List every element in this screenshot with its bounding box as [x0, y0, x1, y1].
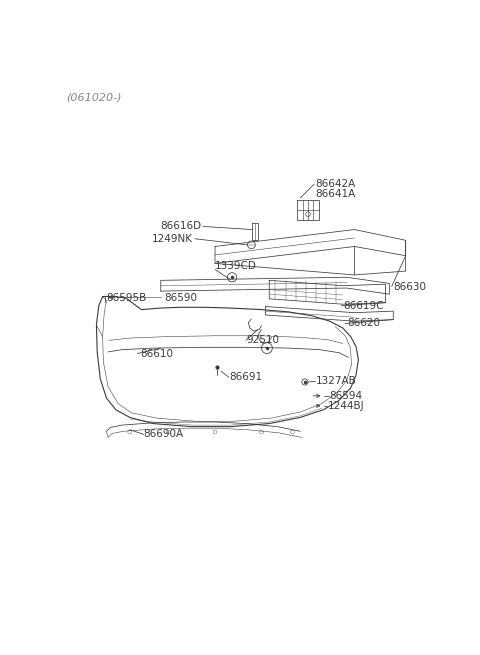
Text: 92510: 92510 [246, 335, 279, 345]
Text: 86619C: 86619C [343, 301, 384, 310]
Text: (061020-): (061020-) [66, 92, 122, 102]
Text: 86641A: 86641A [316, 189, 356, 199]
Text: 86691: 86691 [229, 372, 262, 383]
Text: 86590: 86590 [165, 293, 198, 303]
Text: 86630: 86630 [393, 282, 426, 291]
Text: 86616D: 86616D [161, 221, 202, 231]
Text: 1339CD: 1339CD [215, 261, 257, 271]
Text: 86620: 86620 [347, 318, 380, 328]
Text: 86594: 86594 [330, 391, 363, 401]
Text: 1249NK: 1249NK [152, 234, 193, 244]
Text: 86595B: 86595B [107, 293, 147, 303]
Text: 1244BJ: 1244BJ [327, 401, 364, 411]
Text: 86610: 86610 [140, 349, 173, 359]
Text: 86642A: 86642A [316, 179, 356, 189]
Text: 1327AB: 1327AB [316, 376, 357, 386]
Text: 86690A: 86690A [144, 429, 184, 440]
